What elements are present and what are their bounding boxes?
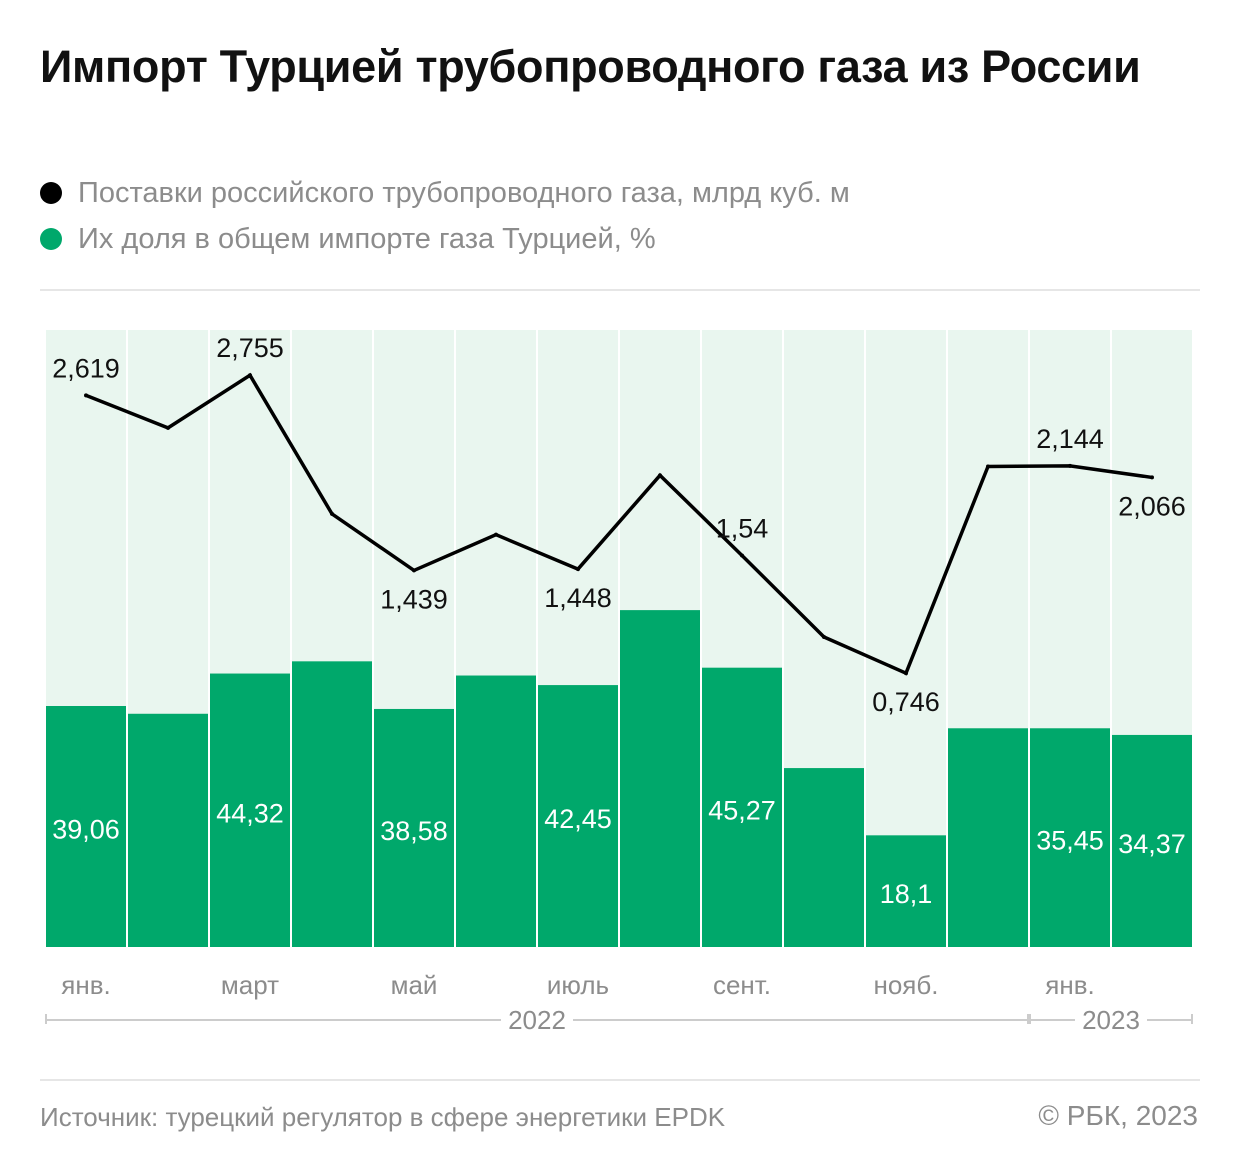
line-point-6 xyxy=(576,567,580,572)
line-label-13: 2,066 xyxy=(1118,491,1186,521)
bar-label-10: 18,1 xyxy=(880,879,933,909)
bar-0 xyxy=(46,705,126,947)
line-point-12 xyxy=(1068,463,1072,468)
source-note: Источник: турецкий регулятор в сфере эне… xyxy=(40,1102,726,1132)
legend-label-supplies: Поставки российского трубопроводного газ… xyxy=(78,176,850,209)
line-point-1 xyxy=(166,425,170,430)
bar-6 xyxy=(538,685,618,947)
legend-dot-green-icon xyxy=(40,228,62,250)
x-tick-label-10: нояб. xyxy=(873,970,938,1000)
line-label-2: 2,755 xyxy=(216,333,284,363)
legend-item-share: Их доля в общем импорте газа Турцией, % xyxy=(40,216,850,262)
bar-10 xyxy=(866,835,946,947)
bar-label-6: 42,45 xyxy=(544,804,612,834)
chart-area: 39,06 44,32 38,58 42,45 45,27 18,1 35,45 34,37 2… xyxy=(45,330,1193,1035)
line-point-8 xyxy=(740,553,744,558)
bar-2 xyxy=(210,673,290,947)
line-point-0 xyxy=(84,393,88,398)
line-point-2 xyxy=(248,373,252,378)
line-point-4 xyxy=(412,568,416,573)
bar-3 xyxy=(292,661,372,947)
legend-label-share: Их доля в общем импорте газа Турцией, % xyxy=(78,222,656,255)
line-point-11 xyxy=(986,464,990,469)
bar-label-4: 38,58 xyxy=(380,816,448,846)
supplies-line xyxy=(85,372,1153,676)
bar-label-8: 45,27 xyxy=(708,795,776,825)
x-tick-label-8: сент. xyxy=(713,970,771,1000)
line-label-8: 1,54 xyxy=(716,513,769,543)
bar-label-13: 34,37 xyxy=(1118,829,1186,859)
bar-13 xyxy=(1112,734,1192,947)
bar-4 xyxy=(374,708,454,947)
legend-dot-black-icon xyxy=(40,182,62,204)
bar-label-12: 35,45 xyxy=(1036,826,1104,856)
x-tick-label-6: июль xyxy=(547,970,609,1000)
chart-title: Импорт Турцией трубопроводного газа из Р… xyxy=(40,41,1141,92)
bar-11 xyxy=(948,728,1028,947)
line-point-7 xyxy=(658,473,662,478)
line-point-10 xyxy=(904,671,908,676)
line-label-6: 1,448 xyxy=(544,583,612,613)
year-label-0: 2022 xyxy=(508,1005,566,1035)
divider-bottom xyxy=(40,1079,1200,1081)
x-tick-label-4: май xyxy=(391,970,438,1000)
x-tick-label-2: март xyxy=(221,970,279,1000)
bar-1 xyxy=(128,713,208,947)
bar-8 xyxy=(702,667,782,947)
bar-5 xyxy=(456,675,536,947)
bar-7 xyxy=(620,610,700,947)
copyright: © РБК, 2023 xyxy=(1038,1100,1198,1131)
line-label-10: 0,746 xyxy=(872,687,940,717)
line-point-5 xyxy=(494,532,498,537)
line-label-4: 1,439 xyxy=(380,584,448,614)
divider-top xyxy=(40,289,1200,291)
legend-item-supplies: Поставки российского трубопроводного газ… xyxy=(40,170,850,216)
bar-12 xyxy=(1030,728,1110,947)
bar-9 xyxy=(784,768,864,947)
bar-label-0: 39,06 xyxy=(52,814,120,844)
line-point-3 xyxy=(330,511,334,516)
line-label-0: 2,619 xyxy=(52,353,120,383)
line-point-13 xyxy=(1150,475,1154,480)
line-point-9 xyxy=(822,635,826,640)
x-tick-label-0: янв. xyxy=(61,970,110,1000)
x-tick-label-12: янв. xyxy=(1045,970,1094,1000)
legend: Поставки российского трубопроводного газ… xyxy=(40,170,850,262)
year-label-1: 2023 xyxy=(1082,1005,1140,1035)
bar-label-2: 44,32 xyxy=(216,798,284,828)
line-label-12: 2,144 xyxy=(1036,424,1104,454)
